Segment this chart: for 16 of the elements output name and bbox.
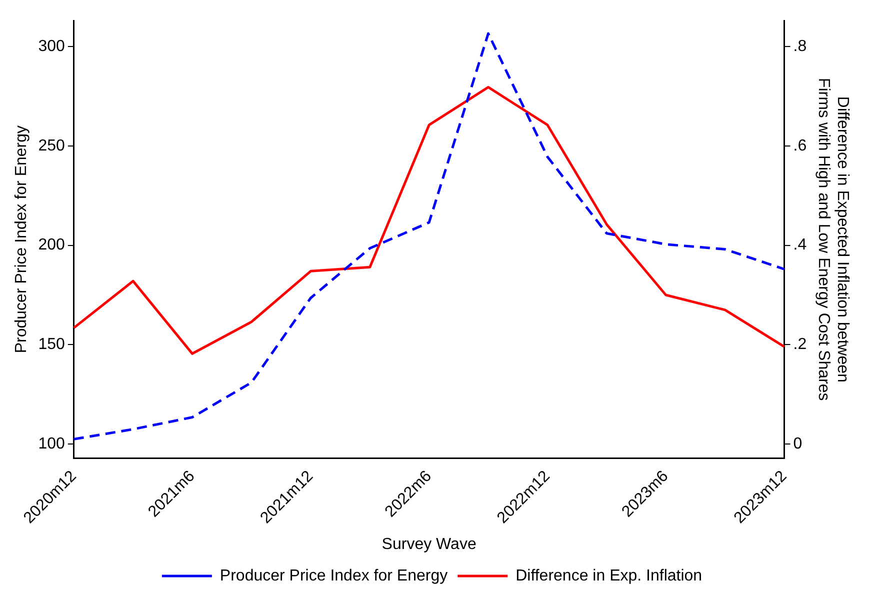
- y-tick-label: 200: [38, 236, 65, 254]
- legend-label: Producer Price Index for Energy: [220, 567, 448, 584]
- legend-label: Difference in Exp. Inflation: [516, 567, 702, 584]
- y2-tick-label: .6: [793, 137, 807, 154]
- y2-tick-label: .8: [793, 38, 807, 55]
- y-tick-label: 150: [38, 336, 65, 354]
- y2-tick-label: .2: [793, 336, 807, 354]
- y2-axis-title: Difference in Expected Inflation between Firms with High and Low Energy Cost Shares: [814, 78, 851, 401]
- line-series: [72, 32, 786, 440]
- y2-tick-label: .4: [793, 236, 807, 254]
- y2-tick-label: 0: [793, 436, 802, 453]
- y-tick-label: 250: [38, 137, 65, 154]
- y-tick-label: 100: [38, 436, 65, 453]
- y-tick-label: 300: [38, 38, 65, 55]
- y-axis-title: Producer Price Index for Energy: [13, 125, 30, 354]
- x-axis-title: Survey Wave: [382, 536, 476, 553]
